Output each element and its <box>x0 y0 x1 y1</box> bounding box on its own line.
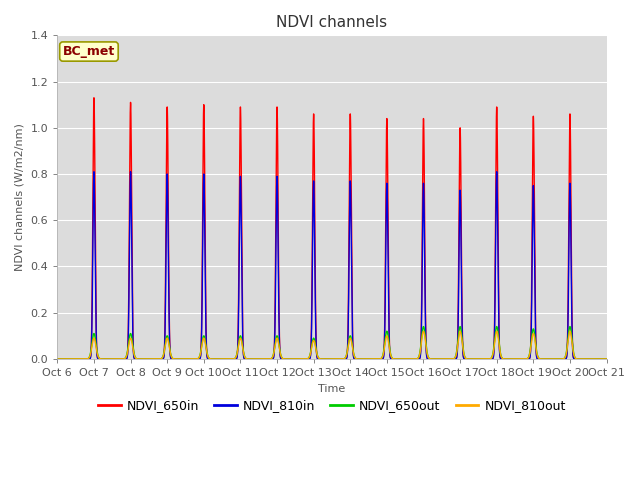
NDVI_810out <box>456 328 464 334</box>
NDVI_810in <box>567 245 575 251</box>
NDVI_810out <box>603 356 611 362</box>
NDVI_810in <box>313 355 321 360</box>
NDVI_650out <box>447 356 454 362</box>
NDVI_650in <box>190 356 198 362</box>
Legend: NDVI_650in, NDVI_810in, NDVI_650out, NDVI_810out: NDVI_650in, NDVI_810in, NDVI_650out, NDV… <box>93 395 571 418</box>
NDVI_810out <box>567 332 575 337</box>
NDVI_650in <box>386 343 394 349</box>
NDVI_650in <box>90 95 98 101</box>
NDVI_650in <box>567 201 575 207</box>
NDVI_650out <box>313 351 321 357</box>
Line: NDVI_810in: NDVI_810in <box>58 172 607 359</box>
Text: BC_met: BC_met <box>63 45 115 58</box>
NDVI_810in <box>447 356 454 362</box>
NDVI_810out <box>406 356 413 362</box>
NDVI_810in <box>603 356 611 362</box>
NDVI_650out <box>54 356 61 362</box>
Line: NDVI_650out: NDVI_650out <box>58 326 607 359</box>
NDVI_810in <box>190 356 198 362</box>
NDVI_810in <box>493 169 500 175</box>
NDVI_810in <box>54 356 61 362</box>
Line: NDVI_650in: NDVI_650in <box>58 98 607 359</box>
NDVI_650in <box>314 355 321 360</box>
Line: NDVI_810out: NDVI_810out <box>58 331 607 359</box>
NDVI_810out <box>190 356 198 362</box>
Title: NDVI channels: NDVI channels <box>276 15 387 30</box>
X-axis label: Time: Time <box>318 384 346 394</box>
NDVI_810out <box>447 356 454 362</box>
NDVI_650in <box>447 356 454 362</box>
NDVI_810in <box>406 356 413 362</box>
NDVI_810in <box>386 346 394 352</box>
NDVI_650out <box>406 356 413 362</box>
Y-axis label: NDVI channels (W/m2/nm): NDVI channels (W/m2/nm) <box>15 123 25 271</box>
NDVI_650out <box>567 328 575 334</box>
NDVI_810out <box>386 346 394 352</box>
NDVI_650out <box>603 356 611 362</box>
NDVI_650in <box>603 356 611 362</box>
NDVI_810out <box>313 352 321 358</box>
NDVI_650in <box>406 356 414 362</box>
NDVI_650out <box>190 356 198 362</box>
NDVI_810out <box>54 356 61 362</box>
NDVI_650out <box>456 324 464 329</box>
NDVI_650out <box>386 344 394 350</box>
NDVI_650in <box>54 356 61 362</box>
